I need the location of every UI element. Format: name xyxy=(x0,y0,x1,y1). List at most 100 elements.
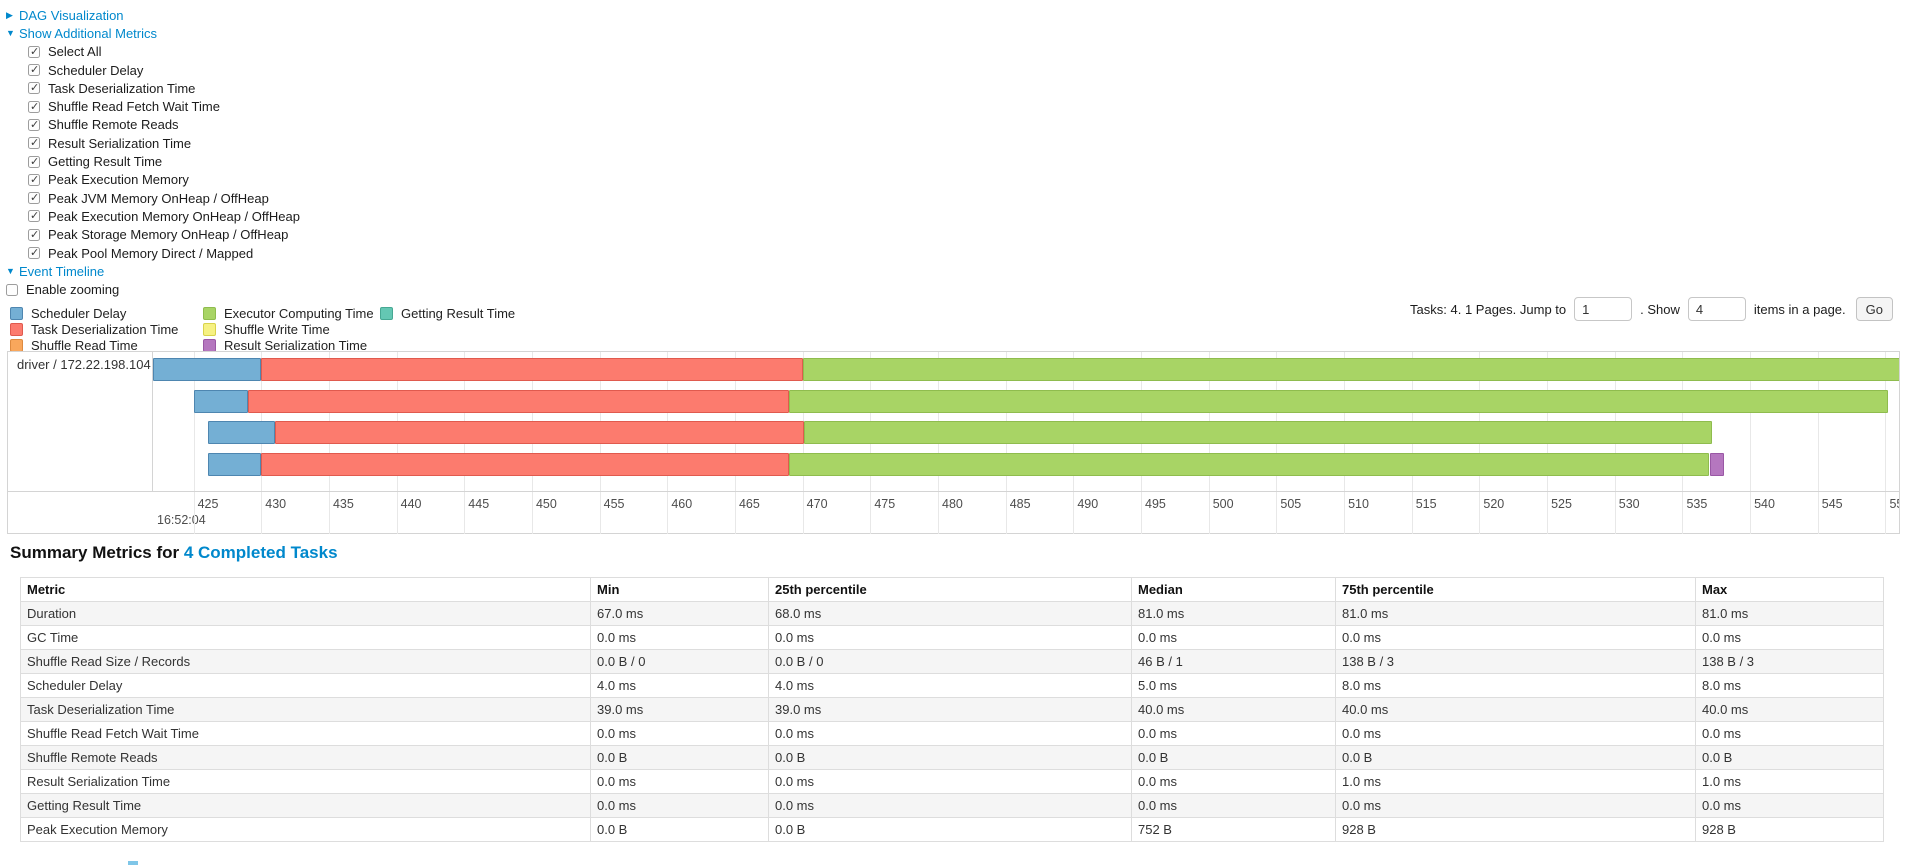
timeline-gridline xyxy=(1885,492,1887,534)
timeline-gridline xyxy=(1614,492,1616,534)
timeline-gridline xyxy=(938,492,940,534)
legend-item: Result Serialization Time xyxy=(203,338,380,354)
axis-tick-label: 535 xyxy=(1686,497,1708,511)
task-bar-segment-scheduler-delay[interactable] xyxy=(208,421,275,445)
task-bar-segment-scheduler-delay[interactable] xyxy=(193,389,248,413)
metric-checkbox[interactable] xyxy=(28,45,40,58)
axis-tick-label: 550 xyxy=(1889,497,1899,511)
task-bar-segment-result-serialization[interactable] xyxy=(1709,453,1725,477)
metric-checkbox[interactable] xyxy=(28,136,40,150)
metric-checkbox[interactable] xyxy=(28,246,40,259)
axis-tick-label: 470 xyxy=(806,497,828,511)
go-button[interactable]: Go xyxy=(1855,297,1893,321)
event-timeline-toggle[interactable]: ▼ Event Timeline xyxy=(6,264,104,279)
metric-checkbox[interactable] xyxy=(28,118,40,131)
legend-item: Executor Computing Time xyxy=(203,306,380,322)
summary-column-header: Metric xyxy=(20,577,591,602)
metric-checkbox[interactable] xyxy=(28,155,40,168)
metric-checkbox[interactable] xyxy=(28,191,40,205)
task-bar-segment-executor-computing[interactable] xyxy=(802,358,1899,381)
axis-tick-label: 490 xyxy=(1077,497,1099,511)
metric-checkbox-label: Result Serialization Time xyxy=(48,135,192,151)
event-timeline-chart: driver / 172.22.198.104 16:52:04 425 430 4… xyxy=(7,351,1900,534)
task-bar-segment-task-deserialization[interactable] xyxy=(247,389,790,413)
legend-item: Shuffle Write Time xyxy=(203,322,380,338)
items-per-page-input[interactable] xyxy=(1687,297,1746,321)
stage-page-controls: ▶ DAG Visualization ▼ Show Additional Metr… xyxy=(6,6,300,299)
timeline-group-label: driver / 172.22.198.104 xyxy=(17,357,151,372)
summary-metric-value: 1.0 ms xyxy=(1695,769,1884,794)
metric-checkbox[interactable] xyxy=(28,81,40,95)
task-bar[interactable] xyxy=(153,358,1899,381)
summary-metric-value: 0.0 ms xyxy=(590,769,769,794)
summary-metric-value: 0.0 ms xyxy=(1695,721,1884,746)
axis-tick-label: 440 xyxy=(400,497,422,511)
show-additional-metrics-toggle[interactable]: ▼ Show Additional Metrics xyxy=(6,26,157,41)
task-bar-segment-executor-computing[interactable] xyxy=(789,389,1889,413)
task-bar-segment-scheduler-delay[interactable] xyxy=(208,453,262,477)
metric-checkbox-row: Getting Result Time xyxy=(6,152,300,170)
metric-checkbox-label: Peak Execution Memory OnHeap / OffHeap xyxy=(48,208,300,224)
legend-item: Shuffle Read Time xyxy=(10,338,203,354)
summary-metric-value: 4.0 ms xyxy=(768,673,1132,698)
summary-metric-value: 0.0 ms xyxy=(1335,721,1696,746)
metric-checkbox-label: Scheduler Delay xyxy=(48,62,144,78)
task-bar-segment-task-deserialization[interactable] xyxy=(261,358,803,381)
summary-table-row: Peak Execution Memory 0.0 B 0.0 B 752 B 928 … xyxy=(20,817,1884,842)
metric-checkbox-label: Task Deserialization Time xyxy=(48,80,196,96)
timeline-gridline xyxy=(667,492,669,534)
summary-metric-value: 0.0 B / 0 xyxy=(590,649,769,674)
metric-checkbox[interactable] xyxy=(28,209,40,223)
summary-metric-value: 81.0 ms xyxy=(1335,601,1696,626)
task-deserialization-swatch xyxy=(10,323,23,337)
task-bar[interactable] xyxy=(153,421,1899,445)
summary-metric-value: 67.0 ms xyxy=(590,601,769,626)
task-bar[interactable] xyxy=(153,389,1899,413)
executor-computing-swatch xyxy=(203,307,216,321)
summary-table-row: GC Time 0.0 ms 0.0 ms 0.0 ms 0.0 ms 0.0 ms xyxy=(20,625,1884,650)
task-bar-segment-task-deserialization[interactable] xyxy=(274,421,805,445)
timeline-gridline xyxy=(1276,492,1278,534)
summary-metric-value: 46 B / 1 xyxy=(1131,649,1336,674)
summary-metric-value: 928 B xyxy=(1335,817,1696,842)
metric-checkbox-label: Shuffle Remote Reads xyxy=(48,117,179,133)
metric-checkbox-label: Shuffle Read Fetch Wait Time xyxy=(48,99,220,115)
metric-checkbox-row: Peak Execution Memory xyxy=(6,171,300,189)
axis-tick-label: 530 xyxy=(1618,497,1640,511)
completed-tasks-link[interactable]: 4 Completed Tasks xyxy=(183,543,338,562)
timeline-gridline xyxy=(1073,492,1075,534)
dag-visualization-toggle[interactable]: ▶ DAG Visualization xyxy=(6,8,124,23)
axis-tick-label: 475 xyxy=(874,497,896,511)
summary-metric-value: 8.0 ms xyxy=(1695,673,1884,698)
legend-item: Scheduler Delay xyxy=(10,306,203,322)
summary-table-row: Task Deserialization Time 39.0 ms 39.0 ms 4… xyxy=(20,697,1884,722)
timeline-gridline xyxy=(1682,492,1684,534)
metric-checkbox-label: Peak Pool Memory Direct / Mapped xyxy=(48,245,254,261)
timeline-time-axis: 16:52:04 425 430 435 440 445 450 455 460 465 470 4… xyxy=(8,491,1899,534)
task-bar[interactable] xyxy=(153,453,1899,477)
metric-checkbox[interactable] xyxy=(28,63,40,77)
axis-tick-label: 545 xyxy=(1821,497,1843,511)
summary-metric-name: Task Deserialization Time xyxy=(20,697,591,722)
legend-label: Shuffle Read Time xyxy=(31,337,138,353)
timeline-gridline xyxy=(1750,352,1752,491)
summary-metric-name: Shuffle Remote Reads xyxy=(20,745,591,770)
enable-zooming-checkbox[interactable] xyxy=(6,283,18,296)
task-bar-segment-scheduler-delay[interactable] xyxy=(153,358,262,381)
task-bar-segment-task-deserialization[interactable] xyxy=(261,453,790,477)
axis-tick-label: 465 xyxy=(738,497,760,511)
summary-metric-value: 0.0 B xyxy=(590,745,769,770)
caret-right-icon: ▶ xyxy=(6,9,13,20)
metric-checkbox[interactable] xyxy=(28,100,40,113)
summary-table-row: Getting Result Time 0.0 ms 0.0 ms 0.0 ms 0.0… xyxy=(20,793,1884,818)
task-bar-segment-executor-computing[interactable] xyxy=(804,421,1713,445)
metric-checkbox[interactable] xyxy=(28,228,40,241)
summary-metric-value: 0.0 ms xyxy=(1131,793,1336,818)
summary-metric-value: 39.0 ms xyxy=(590,697,769,722)
timeline-gridline xyxy=(1208,492,1210,534)
metric-checkbox-label: Peak JVM Memory OnHeap / OffHeap xyxy=(48,190,269,206)
metric-checkbox[interactable] xyxy=(28,173,40,186)
event-timeline-label: Event Timeline xyxy=(19,263,105,279)
task-bar-segment-executor-computing[interactable] xyxy=(789,453,1710,477)
jump-to-page-input[interactable] xyxy=(1574,297,1633,321)
